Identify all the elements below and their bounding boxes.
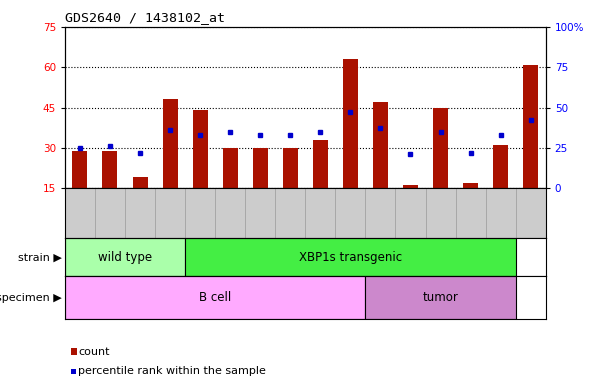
Bar xyxy=(493,145,508,188)
Bar xyxy=(373,102,388,188)
Bar xyxy=(343,59,358,188)
Bar xyxy=(222,148,237,188)
Text: strain ▶: strain ▶ xyxy=(18,252,62,262)
Bar xyxy=(313,140,328,188)
Bar xyxy=(72,151,87,188)
Text: GDS2640 / 1438102_at: GDS2640 / 1438102_at xyxy=(65,11,225,24)
Bar xyxy=(433,108,448,188)
Text: B cell: B cell xyxy=(199,291,231,304)
Text: percentile rank within the sample: percentile rank within the sample xyxy=(79,366,266,376)
Bar xyxy=(132,177,147,188)
Bar xyxy=(523,65,538,188)
Bar xyxy=(403,185,418,188)
Bar xyxy=(192,110,208,188)
Bar xyxy=(365,276,516,319)
Bar xyxy=(65,276,365,319)
Bar xyxy=(65,238,185,276)
Bar xyxy=(282,148,297,188)
Bar xyxy=(102,151,117,188)
Bar xyxy=(162,99,178,188)
Bar xyxy=(463,183,478,188)
Bar xyxy=(252,148,268,188)
Bar xyxy=(185,238,516,276)
Text: count: count xyxy=(79,347,110,357)
Text: wild type: wild type xyxy=(98,251,152,264)
Text: XBP1s transgenic: XBP1s transgenic xyxy=(299,251,402,264)
Text: specimen ▶: specimen ▶ xyxy=(0,293,62,303)
Text: tumor: tumor xyxy=(423,291,459,304)
